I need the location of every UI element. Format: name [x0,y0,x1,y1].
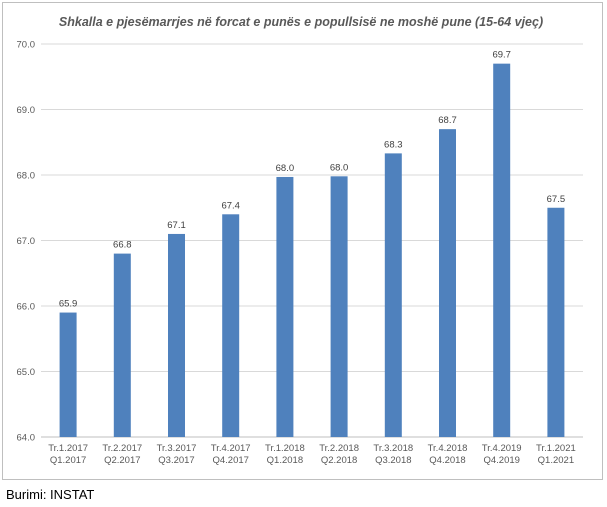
x-tick-label: Q4.2017 [212,455,248,466]
y-tick-label: 64.0 [17,433,36,444]
source-note: Burimi: INSTAT [6,487,95,502]
y-tick-label: 67.0 [17,236,36,247]
x-tick-label: Q4.2018 [429,455,465,466]
y-tick-label: 68.0 [17,171,36,182]
data-label: 69.7 [492,50,511,61]
x-tick-label: Q1.2017 [50,455,86,466]
x-tick-label: Tr.3.2017 [157,443,197,454]
x-tick-label: Tr.1.2018 [265,443,305,454]
bar [276,176,294,437]
x-tick-label: Tr.1.2017 [48,443,88,454]
x-tick-label: Tr.3.2018 [373,443,413,454]
x-tick-label: Tr.2.2017 [102,443,142,454]
bar [330,176,348,437]
data-label: 67.1 [167,220,186,231]
y-tick-label: 65.0 [17,367,36,378]
bar [168,233,185,437]
bar [547,207,565,437]
data-label: 67.5 [547,194,566,205]
bar [439,129,456,437]
x-tick-label: Q1.2021 [538,455,574,466]
grid-layer: 64.0 65.0 66.0 67.0 68.0 69.0 70.0 [17,40,583,444]
x-tick-label: Q4.2019 [483,455,519,466]
data-label: 65.9 [59,299,78,310]
data-label: 68.7 [438,115,457,126]
x-tick-label: Tr.4.2017 [211,443,251,454]
x-tick-label: Q2.2017 [104,455,140,466]
x-tick-label: Tr.2.2018 [319,443,359,454]
x-tick-label: Q3.2018 [375,455,411,466]
x-tick-label: Q1.2018 [267,455,303,466]
bar [59,312,77,437]
y-tick-label: 66.0 [17,302,36,313]
data-label: 68.0 [330,162,349,173]
chart-frame: Shkalla e pjesëmarrjes në forcat e punës… [2,2,603,480]
data-label: 68.3 [384,139,403,150]
y-tick-label: 70.0 [17,40,36,51]
x-tick-label: Tr.1.2021 [536,443,576,454]
bar [113,253,131,437]
data-label: 66.8 [113,240,132,251]
chart-title: Shkalla e pjesëmarrjes në forcat e punës… [59,15,543,29]
bar [384,153,402,437]
data-label: 67.4 [221,200,240,211]
y-tick-label: 69.0 [17,105,36,116]
bar [493,63,511,438]
bar [222,214,240,437]
bar-chart: Shkalla e pjesëmarrjes në forcat e punës… [17,15,583,466]
data-label: 68.0 [276,163,295,174]
bar-layer [59,63,565,438]
x-tick-label: Q2.2018 [321,455,357,466]
x-tick-label: Q3.2017 [158,455,194,466]
x-tick-label: Tr.4.2018 [428,443,468,454]
x-tick-label: Tr.4.2019 [482,443,522,454]
